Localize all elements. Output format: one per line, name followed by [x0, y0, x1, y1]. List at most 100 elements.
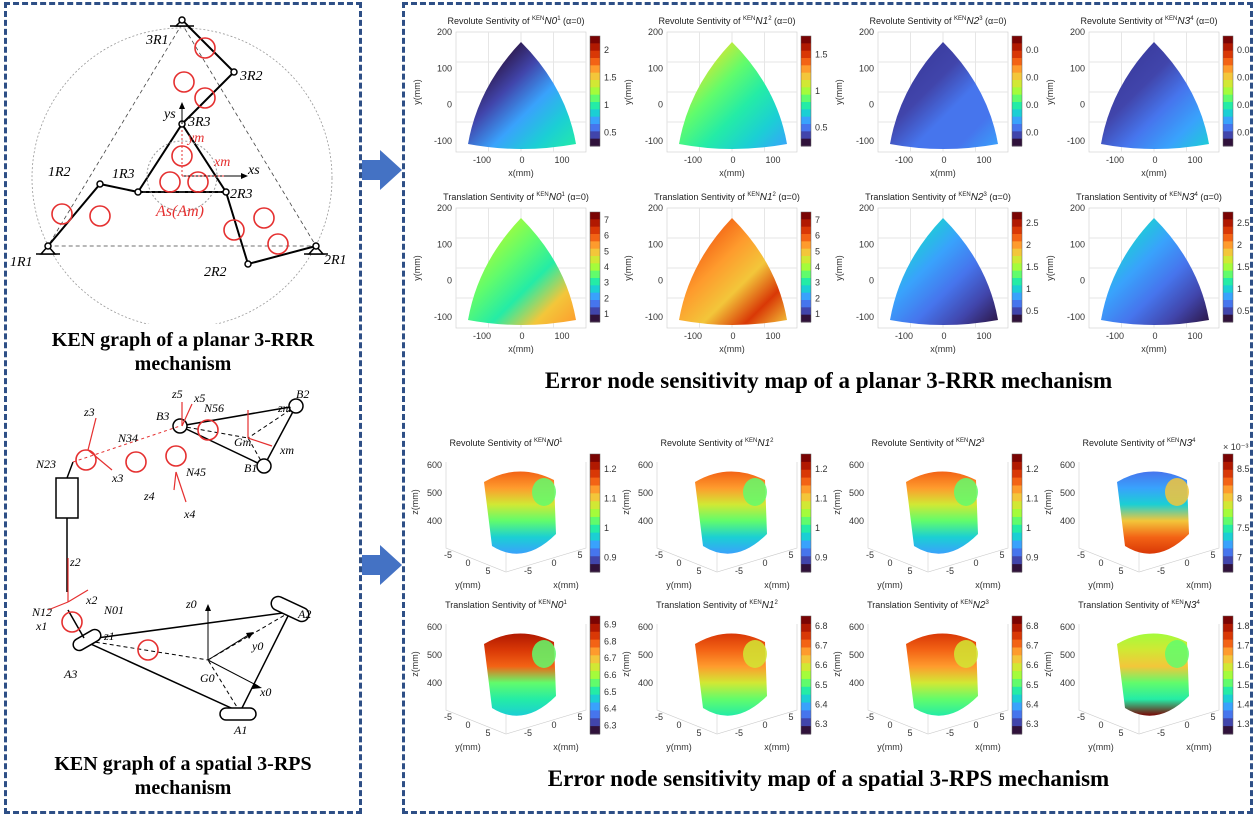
- colorbar-tick: 1.8: [1237, 621, 1250, 631]
- label-x5: x5: [193, 391, 205, 405]
- y-tick: 0: [1098, 558, 1103, 568]
- z-tick: 600: [427, 622, 442, 632]
- planar-map-title: Translation Sentivity of KENN34 (α=0): [1076, 192, 1222, 203]
- y-axis-label: y(mm): [834, 255, 844, 281]
- x-tick: 100: [976, 155, 991, 165]
- x-tick: 100: [765, 331, 780, 341]
- x-tick: 5: [577, 712, 582, 722]
- x-tick: 0: [551, 720, 556, 730]
- x-tick: 0: [730, 155, 735, 165]
- planar-colorbar: 7 6 5 4 3 2 1: [589, 211, 609, 323]
- colorbar-exponent: × 10⁻³: [1223, 442, 1249, 452]
- y-axis-label: y(mm): [877, 580, 903, 590]
- colorbar-tick: 0.5: [1237, 306, 1250, 316]
- spatial-map-6: Translation Sentivity of KENN12600500400…: [621, 600, 828, 752]
- x-tick: -5: [735, 566, 743, 576]
- planar-map-title: Translation Sentivity of KENN23 (α=0): [865, 192, 1011, 203]
- x-tick: 0: [941, 155, 946, 165]
- y-tick: 100: [859, 239, 874, 249]
- y-axis-label: y(mm): [666, 742, 692, 752]
- colorbar-tick: 0.04: [1026, 45, 1039, 55]
- y-tick: 0: [676, 558, 681, 568]
- colorbar-tick: 1.5: [1237, 680, 1250, 690]
- y-tick: -100: [645, 312, 663, 322]
- colorbar-tick: 6.7: [1026, 641, 1039, 651]
- y-tick: 0: [658, 100, 663, 110]
- y-tick: -5: [1077, 550, 1085, 560]
- colorbar-tick: 6.4: [815, 700, 828, 710]
- colorbar-tick: 6.8: [815, 621, 828, 631]
- colorbar-tick: 1: [1026, 523, 1031, 533]
- colorbar-tick: 1: [1237, 284, 1242, 294]
- z-tick: 500: [1060, 650, 1075, 660]
- workspace-region: [679, 42, 787, 149]
- z-axis-label: z(mm): [832, 651, 842, 677]
- x-tick: -100: [1106, 155, 1124, 165]
- x-axis-label: x(mm): [553, 742, 579, 752]
- label-z5: z5: [171, 387, 183, 401]
- colorbar-tick: 6.5: [815, 680, 828, 690]
- y-tick: 5: [1118, 728, 1123, 738]
- colorbar-tick: 0.5: [604, 127, 617, 137]
- planar-map-8: Translation Sentivity of KENN34 (α=0)200…: [1045, 192, 1250, 354]
- planar-colorbar: 2.5 2 1.5 1 0.5: [1011, 211, 1039, 323]
- spatial-colorbar: 1.2 1.1 1 0.9: [589, 453, 617, 573]
- z-tick: 400: [427, 678, 442, 688]
- colorbar-tick: 1: [815, 523, 820, 533]
- y-tick: -100: [645, 136, 663, 146]
- colorbar-tick: 0.5: [1026, 306, 1039, 316]
- colorbar-tick: 0.01: [1026, 127, 1039, 137]
- colorbar-tick: 7: [1237, 552, 1242, 562]
- colorbar-tick: 2: [815, 293, 820, 303]
- y-tick: -5: [655, 712, 663, 722]
- colorbar-tick: 6.7: [604, 653, 617, 663]
- colorbar-tick: 0.01: [1237, 127, 1250, 137]
- left-panel: [4, 2, 362, 814]
- label-ym: ym: [186, 131, 204, 146]
- z-tick: 500: [1060, 488, 1075, 498]
- colorbar-tick: 0.02: [1026, 100, 1039, 110]
- spatial-map-title: Translation Sentivity of KENN23: [867, 600, 989, 611]
- spatial-colorbar: 1.2 1.1 1 0.9: [1011, 453, 1039, 573]
- planar-map-5: Translation Sentivity of KENN01 (α=0)200…: [412, 192, 609, 354]
- y-tick: -5: [866, 712, 874, 722]
- label-n1: N01: [103, 603, 124, 617]
- z-axis-label: z(mm): [1043, 489, 1053, 515]
- y-tick: 0: [465, 558, 470, 568]
- colorbar-tick: 3: [815, 278, 820, 288]
- colorbar-tick: 0.02: [1237, 100, 1250, 110]
- colorbar-tick: 1.7: [1237, 641, 1250, 651]
- z-axis-label: z(mm): [621, 489, 631, 515]
- workspace-region: [890, 42, 998, 149]
- y-tick: -100: [856, 312, 874, 322]
- x-tick: 0: [973, 558, 978, 568]
- colorbar-tick: 1.5: [1026, 262, 1039, 272]
- label-a3: A3: [63, 667, 77, 681]
- x-axis-label: x(mm): [930, 344, 956, 354]
- label-1r2: 1R2: [48, 165, 71, 180]
- spatial-map-title: Revolute Sentivity of KENN23: [871, 438, 985, 449]
- x-tick: -100: [684, 155, 702, 165]
- z-tick: 400: [1060, 678, 1075, 688]
- y-axis-label: y(mm): [834, 79, 844, 105]
- colorbar-tick: 1.6: [1237, 660, 1250, 670]
- caption-spatial-maps: Error node sensitivity map of a spatial …: [547, 766, 1110, 791]
- z-tick: 500: [638, 488, 653, 498]
- colorbar-tick: 6.8: [604, 636, 617, 646]
- y-tick: 100: [1070, 63, 1085, 73]
- planar-ken-graph: 3R1 3R2 3R3 1R1 1R2 1R3 2R1 2R2 2R3 ys x…: [10, 16, 347, 324]
- y-tick: 100: [859, 63, 874, 73]
- z-tick: 500: [427, 488, 442, 498]
- y-tick: 0: [887, 558, 892, 568]
- label-z4: z4: [143, 489, 155, 503]
- y-tick: 0: [447, 276, 452, 286]
- y-tick: 100: [1070, 239, 1085, 249]
- x-axis-label: x(mm): [1186, 580, 1212, 590]
- spatial-ken-graph: B2 B1 B3 Gm A2 A1 A3 G0 z0 y0 x0 zm xm z…: [31, 387, 311, 737]
- y-tick: 200: [648, 27, 663, 37]
- y-tick: 5: [907, 728, 912, 738]
- spatial-colorbar: 1.2 1.1 1 0.9: [800, 453, 828, 573]
- colorbar-tick: 1.5: [1237, 262, 1250, 272]
- label-2r2: 2R2: [204, 265, 227, 280]
- z-axis-label: z(mm): [1043, 651, 1053, 677]
